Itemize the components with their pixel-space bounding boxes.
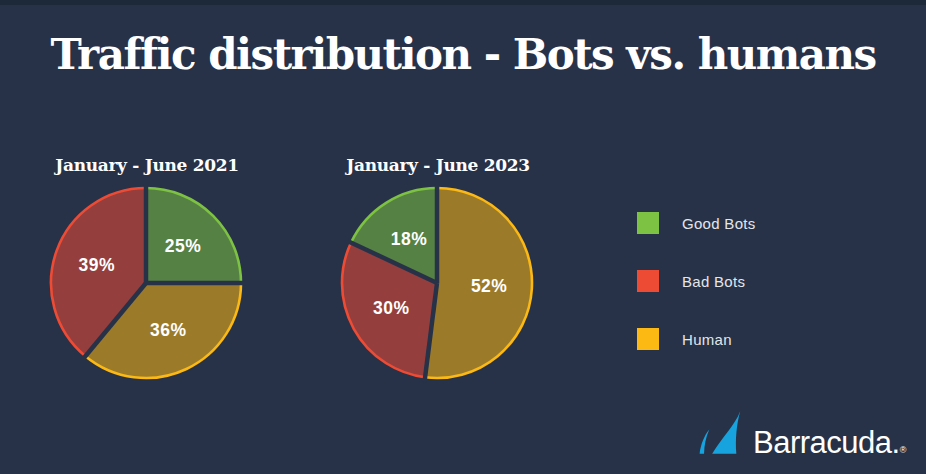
legend-label-good-bots: Good Bots: [682, 215, 756, 232]
top-border-strip: [0, 0, 926, 5]
brand-wordmark: Barracuda.®: [753, 427, 906, 458]
pie-chart-2021: 25% 36% 39%: [41, 178, 251, 388]
legend-label-bad-bots: Bad Bots: [682, 273, 745, 290]
legend-item-bad-bots: Bad Bots: [637, 270, 756, 292]
pie-chart-2023: 52% 30% 18%: [332, 178, 542, 388]
infographic-canvas: Traffic distribution - Bots vs. humans J…: [0, 0, 926, 474]
slice-percentage-label: 18%: [391, 229, 428, 249]
human-swatch-icon: [637, 328, 659, 350]
pie-2023-title: January - June 2023: [333, 155, 543, 175]
slice-percentage-label: 30%: [373, 298, 410, 318]
bad-bots-swatch-icon: [637, 270, 659, 292]
registered-mark-icon: ®: [900, 445, 907, 455]
legend: Good Bots Bad Bots Human: [637, 212, 756, 350]
barracuda-fin-icon: [688, 404, 746, 456]
good-bots-swatch-icon: [637, 212, 659, 234]
slice-percentage-label: 52%: [471, 276, 508, 296]
brand-name: Barracuda.: [753, 425, 900, 460]
legend-item-human: Human: [637, 328, 756, 350]
legend-item-good-bots: Good Bots: [637, 212, 756, 234]
slice-percentage-label: 25%: [165, 236, 202, 256]
pie-2021-title: January - June 2021: [42, 155, 252, 175]
slice-percentage-label: 39%: [79, 255, 116, 275]
legend-label-human: Human: [682, 331, 732, 348]
page-title: Traffic distribution - Bots vs. humans: [0, 30, 926, 79]
slice-percentage-label: 36%: [150, 320, 187, 340]
barracuda-logo: Barracuda.®: [688, 404, 906, 456]
